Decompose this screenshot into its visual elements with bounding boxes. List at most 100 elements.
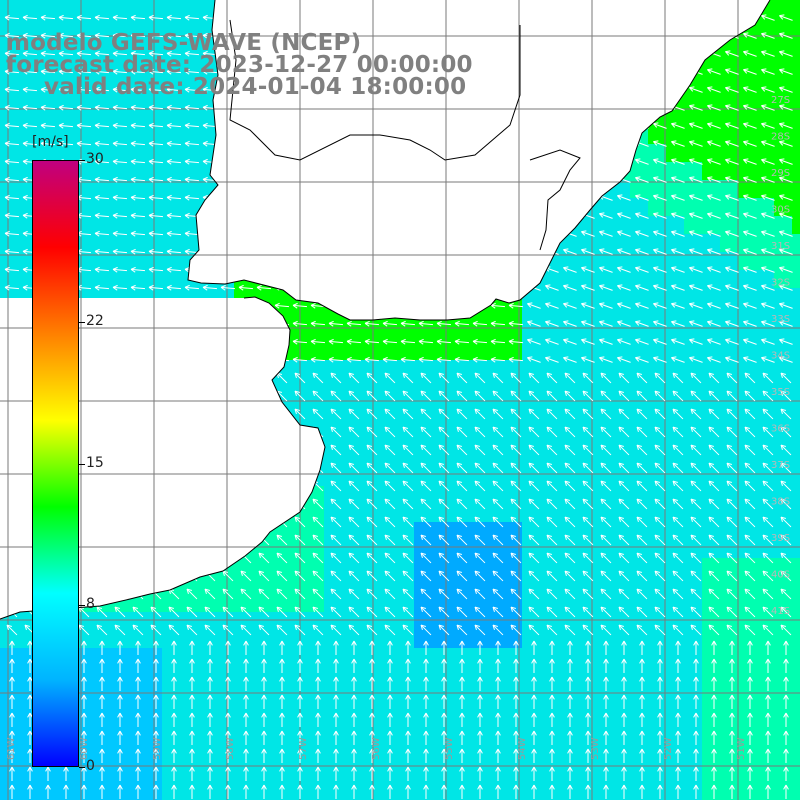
wind-cell — [684, 234, 703, 253]
wind-cell — [666, 432, 685, 451]
wind-cell — [612, 252, 631, 271]
wind-cell — [720, 288, 739, 307]
wind-cell — [486, 792, 505, 800]
wind-cell — [720, 306, 739, 325]
wind-cell — [756, 774, 775, 793]
wind-cell — [234, 756, 253, 775]
wind-cell — [486, 342, 505, 361]
wind-cell — [702, 522, 721, 541]
wind-cell — [756, 108, 775, 127]
wind-cell — [558, 324, 577, 343]
wind-cell — [684, 180, 703, 199]
wind-cell — [288, 666, 307, 685]
wind-cell — [594, 522, 613, 541]
wind-cell — [360, 324, 379, 343]
wind-cell — [162, 0, 181, 19]
wind-cell — [594, 720, 613, 739]
wind-cell — [666, 162, 685, 181]
wind-cell — [774, 414, 793, 433]
wind-cell — [630, 594, 649, 613]
wind-cell — [216, 612, 235, 631]
wind-cell — [54, 0, 73, 19]
wind-cell — [756, 522, 775, 541]
wind-cell — [198, 720, 217, 739]
wind-cell — [594, 450, 613, 469]
colorbar-tick-label: 15 — [86, 454, 104, 471]
wind-cell — [324, 558, 343, 577]
wind-cell — [324, 504, 343, 523]
wind-cell — [414, 648, 433, 667]
wind-cell — [612, 630, 631, 649]
wind-cell — [396, 504, 415, 523]
wind-cell — [342, 324, 361, 343]
wind-cell — [90, 144, 109, 163]
wind-cell — [144, 18, 163, 37]
wind-cell — [342, 630, 361, 649]
wind-cell — [738, 360, 757, 379]
wind-cell — [450, 540, 469, 559]
wind-cell — [540, 540, 559, 559]
wind-cell — [180, 792, 199, 800]
wind-cell — [522, 594, 541, 613]
wind-cell — [684, 756, 703, 775]
wind-cell — [324, 468, 343, 487]
wind-cell — [702, 378, 721, 397]
wind-cell — [144, 252, 163, 271]
wind-cell — [720, 720, 739, 739]
wind-cell — [558, 558, 577, 577]
wind-cell — [162, 720, 181, 739]
longitude-label: 57W — [298, 737, 309, 760]
wind-cell — [396, 720, 415, 739]
wind-cell — [252, 792, 271, 800]
wind-cell — [756, 18, 775, 37]
wind-cell — [738, 720, 757, 739]
wind-cell — [414, 666, 433, 685]
wind-cell — [0, 234, 19, 253]
wind-cell — [324, 792, 343, 800]
wind-cell — [738, 342, 757, 361]
wind-cell — [342, 576, 361, 595]
wind-cell — [342, 342, 361, 361]
wind-cell — [738, 162, 757, 181]
wind-cell — [792, 432, 800, 451]
wind-cell — [144, 612, 163, 631]
wind-cell — [234, 792, 253, 800]
wind-cell — [666, 180, 685, 199]
wind-cell — [648, 774, 667, 793]
wind-cell — [774, 0, 793, 19]
wind-cell — [504, 432, 523, 451]
wind-cell — [738, 198, 757, 217]
wind-cell — [540, 738, 559, 757]
wind-cell — [18, 90, 37, 109]
wind-cell — [630, 288, 649, 307]
wind-cell — [720, 468, 739, 487]
wind-cell — [594, 234, 613, 253]
wind-cell — [720, 342, 739, 361]
wind-cell — [90, 36, 109, 55]
wind-cell — [432, 702, 451, 721]
wind-cell — [18, 774, 37, 793]
wind-cell — [684, 648, 703, 667]
wind-cell — [378, 486, 397, 505]
wind-cell — [702, 324, 721, 343]
wind-cell — [702, 468, 721, 487]
wind-cell — [432, 666, 451, 685]
wind-cell — [306, 306, 325, 325]
wind-cell — [756, 756, 775, 775]
wind-cell — [342, 468, 361, 487]
wind-cell — [162, 738, 181, 757]
wind-cell — [162, 630, 181, 649]
wind-cell — [414, 756, 433, 775]
wind-cell — [108, 198, 127, 217]
wind-cell — [774, 54, 793, 73]
wind-cell — [612, 414, 631, 433]
wind-cell — [720, 792, 739, 800]
wind-cell — [180, 774, 199, 793]
wind-cell — [270, 288, 289, 307]
wind-cell — [504, 306, 523, 325]
wind-cell — [90, 648, 109, 667]
wind-cell — [450, 648, 469, 667]
wind-cell — [738, 216, 757, 235]
wind-cell — [18, 792, 37, 800]
wind-cell — [162, 648, 181, 667]
